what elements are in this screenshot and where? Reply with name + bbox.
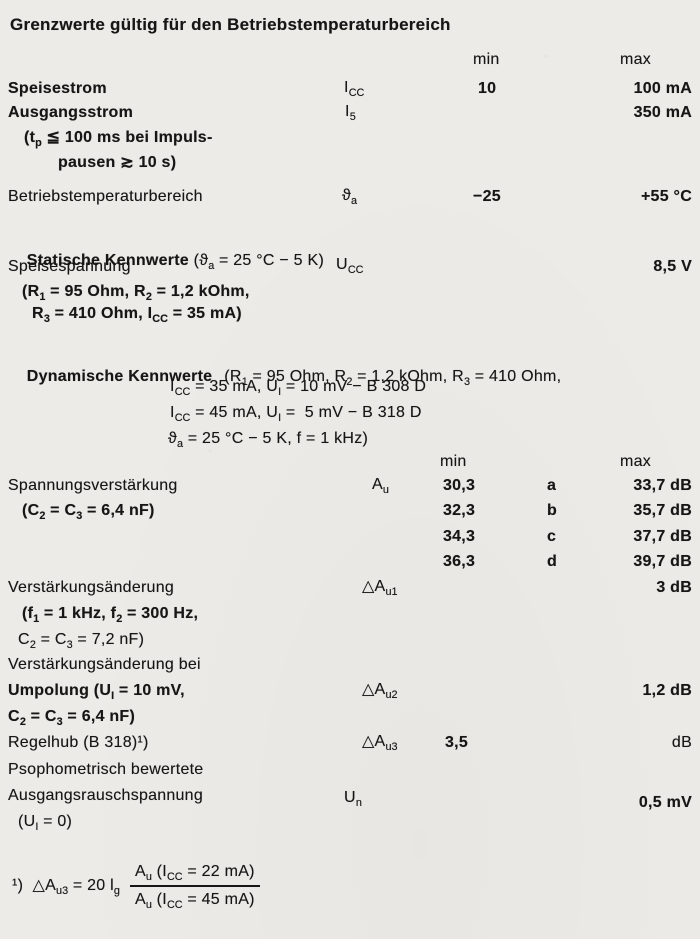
footnote-numerator: Au (ICC = 22 mA)	[129, 862, 260, 887]
symbol-delta-au2: △Au2	[362, 681, 398, 702]
symbol-au: Au	[372, 476, 389, 497]
symbol-theta-a: ϑa	[342, 187, 358, 208]
section-statische-heading: Statische Kennwerte	[26, 252, 189, 269]
row-label-regelhub: Regelhub (B 318)¹)	[8, 734, 149, 751]
section-statische: Statische Kennwerte (ϑa = 25 °C − 5 K)	[8, 231, 324, 291]
row-label-verstaerkungsaenderung1: Verstärkungsänderung	[8, 579, 174, 596]
unit-regelhub: dB	[671, 734, 692, 751]
row-label-spannungsverstaerkung: Spannungsverstärkung	[8, 477, 178, 494]
cond-dynamische-line2: ICC = 35 mA, UI = 10 mV − B 308 D	[170, 378, 427, 399]
value-max-un: 0,5 mV	[638, 794, 692, 811]
value-max-au-c: 37,7 dB	[633, 528, 692, 545]
row-label-ausgangsstrom: Ausgangsstrom	[8, 104, 134, 121]
doc-heading: Grenzwerte gültig für den Betriebstemper…	[10, 15, 451, 34]
col-header-min-bottom: min	[440, 453, 467, 470]
cond-speisespannung-line1: (R1 = 95 Ohm, R2 = 1,2 kOhm,	[22, 283, 250, 304]
col-header-min-top: min	[473, 51, 500, 68]
value-max-au-d: 39,7 dB	[633, 553, 692, 570]
symbol-ucc: UCC	[336, 256, 364, 277]
value-max-ausgangsstrom: 350 mA	[633, 104, 692, 121]
col-header-max-bottom: max	[620, 453, 651, 470]
cond-au1-line2: C2 = C3 = 7,2 nF)	[18, 631, 145, 652]
cond-spannungsverstaerkung: (C2 = C3 = 6,4 nF)	[22, 502, 155, 523]
row-label-betriebstemperatur: Betriebstemperaturbereich	[8, 188, 203, 205]
footnote-formula: ¹) △Au3 = 20 lg Au (ICC = 22 mA) Au (ICC…	[12, 862, 260, 912]
grade-a: a	[547, 477, 557, 494]
col-header-max-top: max	[620, 51, 651, 68]
section-statische-cond: (ϑa = 25 °C − 5 K)	[188, 252, 325, 273]
footnote-fraction: Au (ICC = 22 mA) Au (ICC = 45 mA)	[129, 862, 260, 912]
row-label-speisespannung: Speisespannung	[8, 258, 131, 275]
grade-c: c	[547, 528, 557, 545]
symbol-un: Un	[344, 789, 362, 810]
cond-dynamische-line1: (R1 = 95 Ohm, R2 = 1,2 kOhm, R3 = 410 Oh…	[224, 368, 562, 389]
value-max-au2: 1,2 dB	[642, 682, 692, 699]
value-max-au-b: 35,7 dB	[633, 502, 692, 519]
cond-dynamische-line4: ϑa = 25 °C − 5 K, f = 1 kHz)	[168, 430, 369, 451]
cond-ausgangsstrom-line1: (tp ≦ 100 ms bei Impuls-	[24, 129, 213, 150]
value-min-betriebstemperatur: −25	[473, 188, 501, 205]
cond-dynamische-line3: ICC = 45 mA, UI = 5 mV − B 318 D	[170, 404, 422, 425]
value-min-speisestrom: 10	[478, 80, 497, 97]
row-label-speisestrom: Speisestrom	[8, 80, 107, 97]
value-max-speisestrom: 100 mA	[633, 80, 692, 97]
value-min-regelhub: 3,5	[445, 734, 468, 751]
value-max-speisespannung: 8,5 V	[653, 258, 692, 275]
value-max-au1: 3 dB	[656, 579, 692, 596]
symbol-icc: ICC	[344, 79, 365, 100]
section-dynamische-heading: Dynamische Kennwerte	[26, 368, 213, 385]
row-label-rauschspannung-line1: Psophometrisch bewertete	[8, 761, 204, 778]
cond-au1-line1: (f1 = 1 kHz, f2 = 300 Hz,	[22, 605, 199, 626]
value-min-au-c: 34,3	[443, 528, 476, 545]
symbol-i5: I5	[345, 103, 356, 124]
value-min-au-b: 32,3	[443, 502, 476, 519]
cond-speisespannung-line2: R3 = 410 Ohm, ICC = 35 mA)	[32, 305, 242, 326]
section-dynamische: Dynamische Kennwerte (R1 = 95 Ohm, R2 = 1…	[8, 347, 561, 407]
footnote-denominator: Au (ICC = 45 mA)	[134, 891, 255, 912]
value-min-au-d: 36,3	[443, 553, 476, 570]
row-label-rauschspannung-line2: Ausgangsrauschspannung	[8, 787, 203, 804]
grade-d: d	[547, 553, 558, 570]
grade-b: b	[547, 502, 558, 519]
symbol-delta-au1: △Au1	[362, 578, 398, 599]
cond-un: (UI = 0)	[18, 813, 73, 834]
value-max-au-a: 33,7 dB	[633, 477, 692, 494]
footnote-prefix: ¹) △Au3 = 20 lg	[12, 877, 120, 898]
cond-ausgangsstrom-line2: pausen ≳ 10 s)	[58, 154, 177, 171]
symbol-delta-au3: △Au3	[362, 733, 398, 754]
row-label-verstaerkungsaenderung2-line1: Verstärkungsänderung bei	[8, 656, 201, 673]
value-max-betriebstemperatur: +55 °C	[640, 188, 692, 205]
value-min-au-a: 30,3	[443, 477, 476, 494]
row-label-verstaerkungsaenderung2-line2: Umpolung (UI = 10 mV,	[8, 682, 185, 703]
cond-au2: C2 = C3 = 6,4 nF)	[8, 708, 136, 729]
